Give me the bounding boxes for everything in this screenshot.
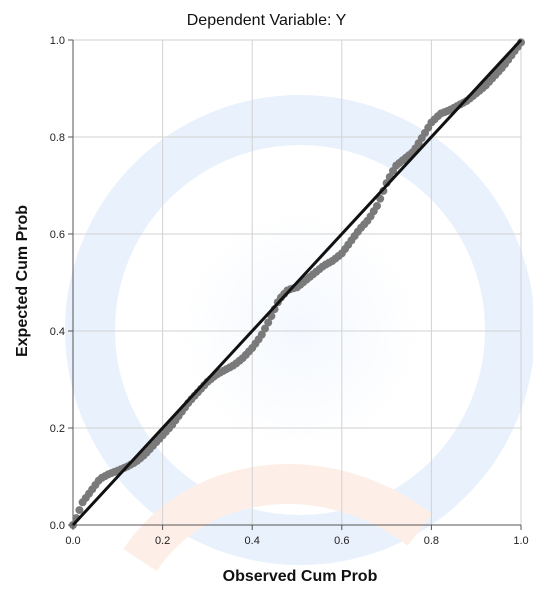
y-axis-label: Expected Cum Prob <box>14 204 31 358</box>
x-tick-label: 0.8 <box>424 535 439 547</box>
x-axis-label: Observed Cum Prob <box>222 568 378 585</box>
x-tick-label: 0.4 <box>245 535 260 547</box>
x-tick-label: 0.6 <box>334 535 349 547</box>
watermark-logo <box>65 95 533 572</box>
y-tick-label: 0.0 <box>50 520 65 532</box>
data-point <box>257 330 266 339</box>
x-tick-label: 1.0 <box>513 535 528 547</box>
data-point <box>261 324 269 333</box>
reference-line <box>71 38 523 527</box>
x-tick-label: 0.0 <box>65 535 80 547</box>
chart-title: Dependent Variable: Y <box>186 12 347 29</box>
y-tick-label: 0.2 <box>50 423 65 435</box>
data-point <box>264 318 273 327</box>
y-tick-label: 0.6 <box>50 229 65 241</box>
y-tick-label: 1.0 <box>50 35 65 47</box>
y-tick-label: 0.8 <box>50 132 65 144</box>
data-point <box>75 506 84 515</box>
y-tick-label: 0.4 <box>50 326 65 338</box>
data-point <box>373 201 381 210</box>
x-tick-label: 0.2 <box>155 535 170 547</box>
